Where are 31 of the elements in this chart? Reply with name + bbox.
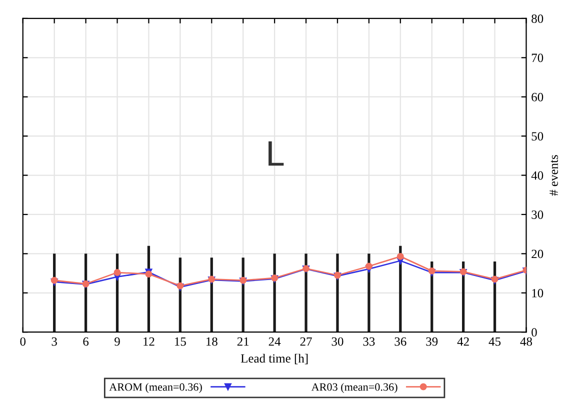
y-tick-label: 60 <box>532 92 544 102</box>
y-axis-title: # events <box>550 155 558 196</box>
x-tick-label: 3 <box>52 337 57 346</box>
x-tick-label: 42 <box>457 337 469 346</box>
y-tick-label: 50 <box>532 132 544 141</box>
x-tick-label: 12 <box>144 337 154 346</box>
x-axis-title: Lead time [h] <box>240 354 308 364</box>
y-tick-label: 40 <box>531 171 544 180</box>
x-tick-label: 48 <box>520 337 532 346</box>
y-tick-label: 0 <box>532 328 537 337</box>
y-tick-label: 30 <box>532 210 544 219</box>
x-tick-label: 6 <box>83 337 89 346</box>
y-tick-label: 80 <box>532 14 544 23</box>
y-tick-label: 10 <box>532 288 544 298</box>
x-tick-label: 9 <box>114 337 120 346</box>
x-tick-label: 24 <box>268 337 281 346</box>
x-tick-label: 30 <box>332 337 344 346</box>
legend-label: AROM (mean=0.36) <box>109 382 202 394</box>
x-tick-label: 27 <box>300 337 312 346</box>
x-tick-label: 33 <box>363 337 375 346</box>
x-tick-label: 15 <box>175 337 186 346</box>
x-tick-label: 45 <box>488 337 501 346</box>
y-tick-label: 70 <box>532 54 544 62</box>
y-tick-label: 20 <box>532 250 544 258</box>
x-tick-label: 36 <box>394 337 406 346</box>
x-tick-label: 39 <box>426 337 438 346</box>
x-tick-label: 21 <box>237 337 249 346</box>
legend-label: AR03 (mean=0.36) <box>311 382 398 394</box>
x-tick-label: 0 <box>20 337 26 346</box>
annotation: L <box>268 141 284 166</box>
x-tick-label: 18 <box>206 337 218 346</box>
